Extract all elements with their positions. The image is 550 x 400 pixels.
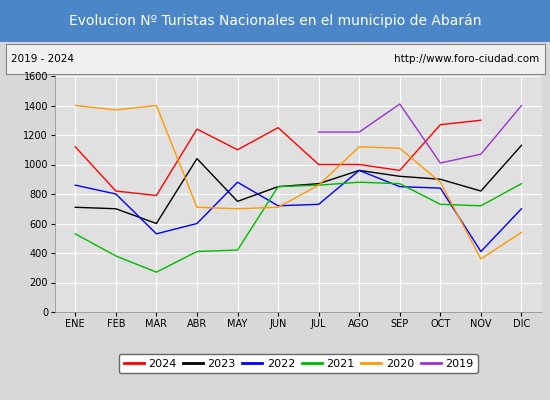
Text: Evolucion Nº Turistas Nacionales en el municipio de Abarán: Evolucion Nº Turistas Nacionales en el m… [69,14,481,28]
Text: http://www.foro-ciudad.com: http://www.foro-ciudad.com [394,54,539,64]
Legend: 2024, 2023, 2022, 2021, 2020, 2019: 2024, 2023, 2022, 2021, 2020, 2019 [119,354,478,373]
Text: 2019 - 2024: 2019 - 2024 [11,54,74,64]
